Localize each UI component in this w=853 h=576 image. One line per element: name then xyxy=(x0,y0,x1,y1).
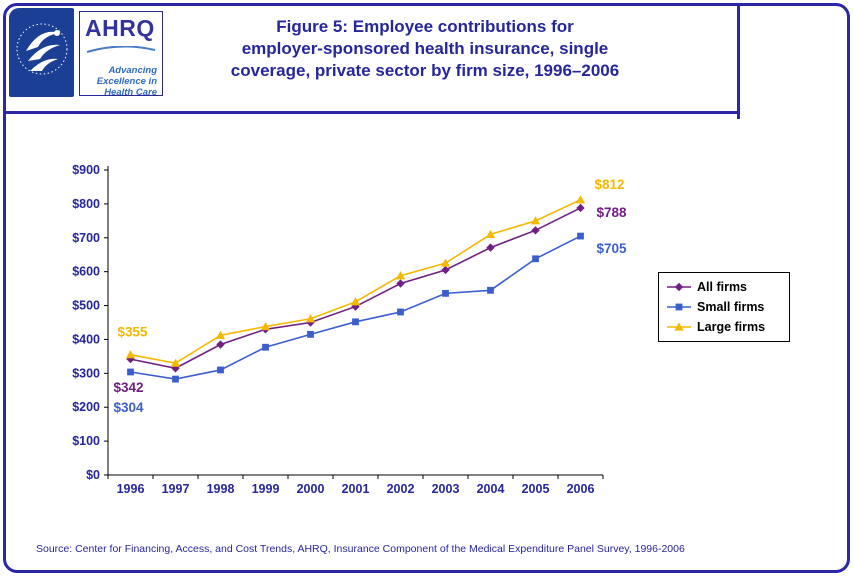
data-label-end: $812 xyxy=(595,177,625,192)
triangle-marker-icon xyxy=(215,330,226,339)
figure-title-line-1: Figure 5: Employee contributions for xyxy=(276,17,574,36)
legend-diamond-icon xyxy=(667,282,691,292)
triangle-marker-icon xyxy=(170,358,181,367)
figure-title: Figure 5: Employee contributions for emp… xyxy=(170,16,680,82)
x-tick-label: 2002 xyxy=(387,482,415,496)
triangle-marker-icon xyxy=(395,271,406,280)
x-tick-label: 1997 xyxy=(162,482,190,496)
figure-title-line-3: coverage, private sector by firm size, 1… xyxy=(230,61,620,80)
square-marker-icon xyxy=(532,255,539,263)
series-line xyxy=(130,207,581,370)
legend-item-small-firms: Small firms xyxy=(667,300,781,314)
y-tick-label: $300 xyxy=(72,366,100,380)
square-marker-icon xyxy=(262,343,269,351)
series-large-firms: $355 $812 xyxy=(118,177,625,367)
legend-label: All firms xyxy=(697,280,748,294)
ahrq-tagline: Advancing Excellence in Health Care xyxy=(96,65,157,98)
diamond-marker-icon xyxy=(486,243,495,252)
source-note: Source: Center for Financing, Access, an… xyxy=(36,543,685,555)
series-line xyxy=(130,199,581,365)
series-small-firms: $304 $705 xyxy=(114,232,628,415)
line-chart: $0 $100 $200 $300 $400 $500 $600 $700 $800 $900 19… xyxy=(72,163,628,496)
x-tick-label: 2000 xyxy=(297,482,325,496)
square-marker-icon xyxy=(577,232,584,240)
y-tick-label: $800 xyxy=(72,197,100,211)
legend-square-icon xyxy=(667,303,691,311)
y-tick-label: $200 xyxy=(72,400,100,414)
square-marker-icon xyxy=(172,375,179,383)
triangle-marker-icon xyxy=(575,195,586,204)
diamond-marker-icon xyxy=(396,279,405,288)
legend-item-all-firms: All firms xyxy=(667,280,781,294)
header-divider-vertical xyxy=(737,6,740,119)
x-tick-label: 1999 xyxy=(252,482,280,496)
diamond-marker-icon xyxy=(576,203,585,213)
y-tick-label: $100 xyxy=(72,434,100,448)
square-marker-icon xyxy=(397,308,404,316)
y-tick-label: $400 xyxy=(72,332,100,346)
chart-legend: All firms Small firms Large firms xyxy=(658,272,790,342)
x-tick-label: 2001 xyxy=(342,482,370,496)
ahrq-logo: AHRQ Advancing Excellence in Health Care xyxy=(79,11,163,98)
x-tick-label: 2006 xyxy=(567,482,595,496)
hhs-eagle-icon xyxy=(16,23,67,74)
legend-label: Large firms xyxy=(697,320,766,334)
data-label-start: $355 xyxy=(118,325,149,340)
triangle-marker-icon xyxy=(305,314,316,323)
data-label-end: $705 xyxy=(597,241,628,256)
square-marker-icon xyxy=(487,286,494,294)
header-divider-horizontal xyxy=(6,111,740,114)
hhs-logo xyxy=(9,8,74,97)
legend-item-large-firms: Large firms xyxy=(667,320,781,334)
y-tick-label: $700 xyxy=(72,231,100,245)
y-tick-label: $900 xyxy=(72,163,100,177)
triangle-marker-icon xyxy=(350,297,361,306)
y-tick-label: $500 xyxy=(72,299,100,313)
x-tick-label: 1998 xyxy=(207,482,235,496)
data-label-end: $788 xyxy=(597,205,628,220)
y-tick-label: $600 xyxy=(72,265,100,279)
square-marker-icon xyxy=(352,318,359,326)
legend-triangle-icon xyxy=(667,322,691,331)
series-all-firms: $342 $788 xyxy=(114,203,628,395)
diamond-marker-icon xyxy=(306,318,315,327)
x-tick-label: 2005 xyxy=(522,482,550,496)
square-marker-icon xyxy=(217,366,224,374)
x-tick-label: 2004 xyxy=(477,482,505,496)
diamond-marker-icon xyxy=(216,340,225,349)
diamond-marker-icon xyxy=(531,226,540,235)
x-tick-label: 2003 xyxy=(432,482,460,496)
square-marker-icon xyxy=(442,289,449,297)
data-label-start: $304 xyxy=(114,400,145,415)
x-tick-label: 1996 xyxy=(117,482,145,496)
diamond-marker-icon xyxy=(171,364,180,373)
y-tick-label: $0 xyxy=(86,468,100,482)
ahrq-wordmark: AHRQ xyxy=(85,15,155,41)
legend-label: Small firms xyxy=(697,300,765,314)
ahrq-swoosh-icon xyxy=(86,45,156,53)
diamond-marker-icon xyxy=(441,265,450,275)
triangle-marker-icon xyxy=(485,229,496,238)
data-label-start: $342 xyxy=(114,380,144,395)
triangle-marker-icon xyxy=(440,258,451,267)
triangle-marker-icon xyxy=(125,350,136,359)
square-marker-icon xyxy=(307,330,314,338)
square-marker-icon xyxy=(127,368,134,376)
figure-title-line-2: employer-sponsored health insurance, sin… xyxy=(241,39,609,58)
triangle-marker-icon xyxy=(260,321,271,331)
triangle-marker-icon xyxy=(530,216,541,225)
